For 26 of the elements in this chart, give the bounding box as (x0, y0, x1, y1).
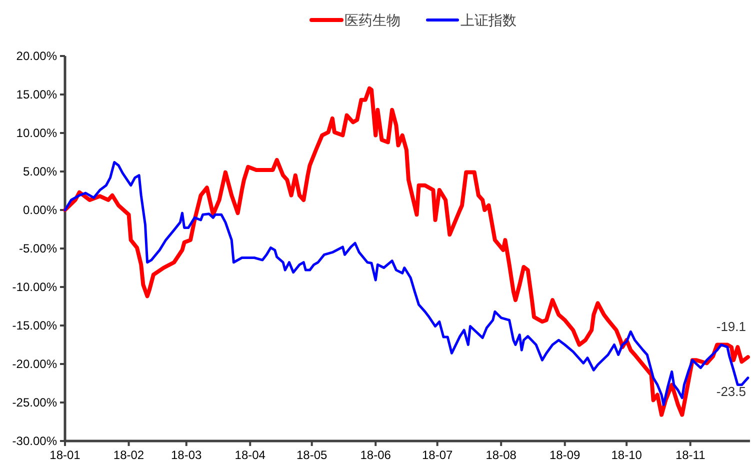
legend-label: 上证指数 (460, 12, 516, 28)
annotation: -19.1 (716, 319, 746, 334)
y-tick-label: 20.00% (16, 49, 58, 63)
y-tick-label: 10.00% (16, 126, 58, 140)
legend-label: 医药生物 (344, 12, 400, 28)
x-tick-label: 18-02 (113, 448, 144, 462)
y-tick-label: 5.00% (22, 164, 58, 178)
x-tick-label: 18-01 (50, 448, 81, 462)
x-tick-label: 18-04 (234, 448, 266, 462)
y-tick-label: -10.00% (12, 280, 58, 294)
x-tick-label: 18-07 (422, 448, 453, 462)
x-tick-label: 18-10 (611, 448, 642, 462)
x-tick-label: 18-09 (550, 448, 581, 462)
y-tick-label: -20.00% (12, 357, 58, 371)
y-tick-label: 15.00% (16, 88, 58, 102)
annotation: -23.5 (716, 384, 746, 399)
x-tick-label: 18-11 (675, 448, 706, 462)
x-tick-label: 18-03 (171, 448, 202, 462)
x-tick-label: 18-05 (296, 448, 328, 462)
y-tick-label: -15.00% (12, 318, 58, 332)
y-tick-label: -30.00% (12, 434, 58, 448)
y-tick-label: -25.00% (12, 396, 58, 410)
y-tick-label: 0.00% (22, 203, 58, 217)
x-tick-label: 18-08 (486, 448, 517, 462)
x-tick-label: 18-06 (360, 448, 392, 462)
y-tick-label: -5.00% (18, 242, 58, 256)
